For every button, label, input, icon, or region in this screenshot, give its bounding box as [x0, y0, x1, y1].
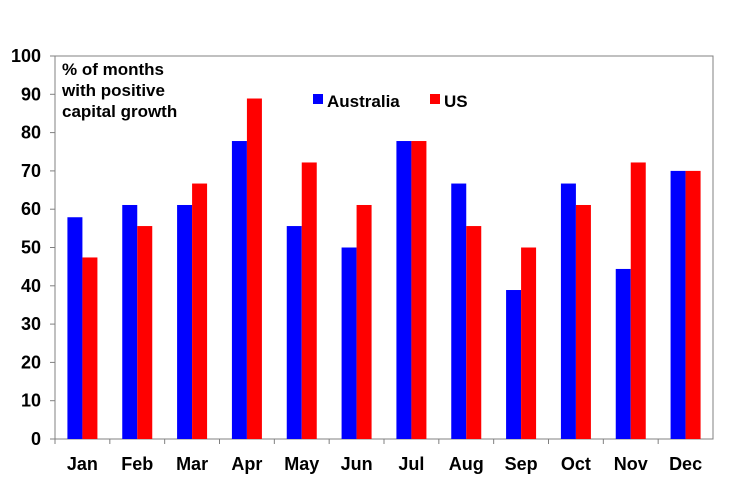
- bar-australia-jan: [67, 217, 83, 439]
- bar-us-dec: [685, 170, 701, 439]
- x-tick-label: Sep: [505, 454, 538, 474]
- bar-us-oct: [575, 204, 591, 439]
- bar-us-apr: [246, 98, 262, 439]
- bar-australia-aug: [451, 183, 467, 439]
- bar-australia-may: [286, 226, 302, 439]
- y-tick-label: 80: [21, 123, 41, 143]
- x-tick-label: Feb: [121, 454, 153, 474]
- legend-label-us: US: [444, 92, 468, 111]
- x-tick-label: Apr: [231, 454, 262, 474]
- y-tick-label: 20: [21, 352, 41, 372]
- bar-us-aug: [466, 226, 482, 439]
- x-tick-label: Jan: [67, 454, 98, 474]
- x-tick-label: Nov: [614, 454, 648, 474]
- bar-australia-mar: [177, 204, 193, 439]
- bar-us-feb: [137, 226, 153, 439]
- title-line-2: with positive: [61, 81, 165, 100]
- y-tick-label: 90: [21, 84, 41, 104]
- bar-us-sep: [521, 247, 537, 439]
- y-tick-label: 70: [21, 161, 41, 181]
- legend-swatch-australia: [313, 94, 323, 104]
- legend: Australia US: [313, 92, 468, 111]
- bar-us-mar: [192, 183, 208, 439]
- x-tick-label: Oct: [561, 454, 591, 474]
- y-tick-label: 50: [21, 238, 41, 258]
- y-tick-label: 40: [21, 276, 41, 296]
- title-line-3: capital growth: [62, 102, 177, 121]
- bar-us-nov: [630, 162, 646, 439]
- bar-australia-oct: [560, 183, 576, 439]
- y-tick-label: 60: [21, 199, 41, 219]
- y-tick-label: 30: [21, 314, 41, 334]
- chart-title: % of months with positive capital growth: [61, 60, 177, 121]
- title-line-1: % of months: [62, 60, 164, 79]
- bar-australia-jun: [341, 247, 357, 439]
- bar-australia-jul: [396, 141, 412, 439]
- bar-australia-sep: [506, 290, 522, 439]
- legend-swatch-us: [430, 94, 440, 104]
- bar-australia-apr: [231, 141, 247, 439]
- x-tick-label: Dec: [669, 454, 702, 474]
- x-tick-label: Aug: [449, 454, 484, 474]
- bar-us-jul: [411, 141, 427, 439]
- y-tick-label: 100: [11, 46, 41, 66]
- y-tick-label: 10: [21, 391, 41, 411]
- x-tick-label: Mar: [176, 454, 208, 474]
- bar-us-jan: [82, 257, 98, 439]
- bar-australia-nov: [615, 268, 631, 439]
- x-tick-label: Jun: [341, 454, 373, 474]
- legend-label-australia: Australia: [327, 92, 400, 111]
- x-tick-label: May: [284, 454, 319, 474]
- x-tick-label: Jul: [398, 454, 424, 474]
- bar-us-may: [301, 162, 317, 439]
- bar-australia-dec: [670, 170, 686, 439]
- bar-us-jun: [356, 204, 372, 439]
- bar-australia-feb: [122, 204, 138, 439]
- y-tick-label: 0: [31, 429, 41, 449]
